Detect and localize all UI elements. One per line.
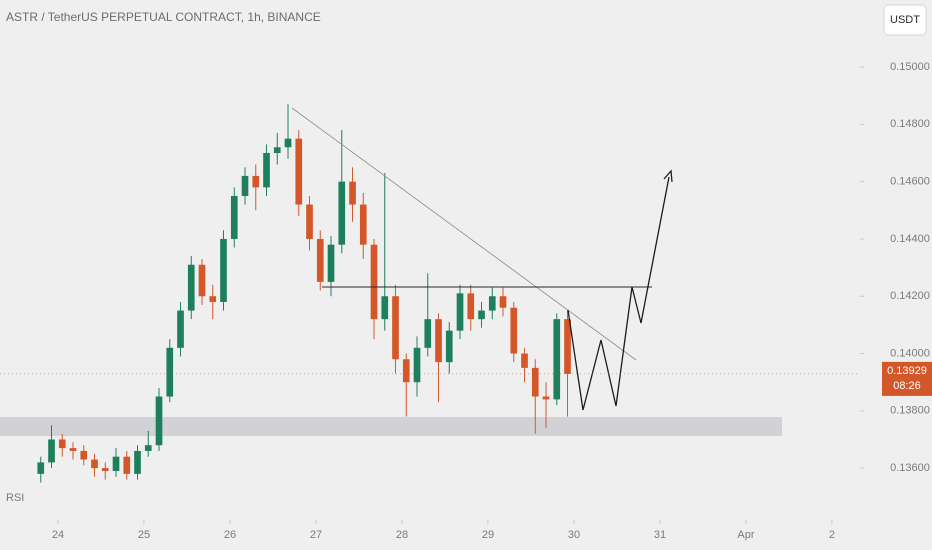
x-tick-label: 30 xyxy=(568,529,580,541)
y-tick-label: 0.14000 xyxy=(890,347,930,359)
candle-body xyxy=(101,468,109,472)
x-tick-label: 27 xyxy=(310,529,322,541)
chart-title: ASTR / TetherUS PERPETUAL CONTRACT, 1h, … xyxy=(6,10,321,24)
x-tick-label: Apr xyxy=(737,529,754,541)
candle-body xyxy=(284,138,292,148)
candle-body xyxy=(37,462,45,474)
candle-body xyxy=(209,296,217,302)
candle-body xyxy=(80,450,88,460)
candle-body xyxy=(241,175,249,196)
candle-body xyxy=(521,353,528,368)
candle-body xyxy=(381,296,389,320)
y-tick-label: 0.14600 xyxy=(890,176,930,188)
candle-body xyxy=(252,175,260,188)
candle-body xyxy=(424,319,432,348)
candle-body xyxy=(402,359,410,383)
candle-body xyxy=(392,296,399,360)
candle-body xyxy=(220,238,227,302)
candle-body xyxy=(306,204,313,239)
projection-arrow xyxy=(663,169,673,183)
candle-body xyxy=(467,293,475,320)
candle-body xyxy=(134,450,141,474)
candle-body xyxy=(359,204,367,245)
x-tick-label: 24 xyxy=(52,529,64,541)
candle-body xyxy=(316,238,324,282)
candle-body xyxy=(531,367,539,397)
candle-body xyxy=(123,456,131,474)
support-zone xyxy=(0,417,782,436)
last-price-label: 0.13929 xyxy=(887,365,927,377)
candle-body xyxy=(69,448,77,451)
candle-body xyxy=(413,347,421,383)
candle-body xyxy=(445,330,453,363)
indicator-label: RSI xyxy=(6,492,24,504)
candle-body xyxy=(553,319,561,400)
x-tick-label: 31 xyxy=(654,529,666,541)
y-tick-label: 0.14800 xyxy=(890,118,930,130)
candle-body xyxy=(499,296,507,308)
candle-body xyxy=(177,310,184,348)
candle-body xyxy=(273,147,281,153)
candle-body xyxy=(510,307,518,354)
candles xyxy=(37,104,571,483)
candle-body xyxy=(112,456,120,472)
candle-body xyxy=(166,347,174,397)
candle-body xyxy=(370,244,378,320)
candle-body xyxy=(263,152,270,188)
candle-body xyxy=(295,138,303,205)
projection-path xyxy=(567,176,670,411)
y-tick-label: 0.14200 xyxy=(890,290,930,302)
x-tick-label: 25 xyxy=(138,529,150,541)
x-tick-label: 2 xyxy=(829,529,835,541)
candle-body xyxy=(542,396,550,400)
unit-label: USDT xyxy=(890,14,920,26)
y-tick-label: 0.14400 xyxy=(890,233,930,245)
candle-body xyxy=(187,264,195,311)
candle-body xyxy=(435,319,442,363)
last-price-tag xyxy=(882,361,932,396)
y-tick-label: 0.15000 xyxy=(890,61,930,73)
candle-body xyxy=(91,459,98,469)
candle-body xyxy=(155,396,163,446)
x-tick-label: 26 xyxy=(224,529,236,541)
candle-body xyxy=(198,264,206,297)
candle-body xyxy=(488,296,496,311)
candle-body xyxy=(338,181,346,245)
candle-body xyxy=(48,439,55,463)
x-tick-label: 29 xyxy=(482,529,494,541)
candle-body xyxy=(564,319,571,374)
unit-button[interactable] xyxy=(883,4,927,36)
candle-body xyxy=(58,439,66,449)
candle-body xyxy=(349,181,356,205)
candle-body xyxy=(478,310,485,320)
candle-body xyxy=(230,195,238,239)
candle-body xyxy=(327,244,335,282)
countdown-label: 08:26 xyxy=(893,380,921,392)
candle-body xyxy=(456,293,464,331)
y-tick-label: 0.13600 xyxy=(890,462,930,474)
candle-body xyxy=(144,445,152,451)
x-tick-label: 28 xyxy=(396,529,408,541)
y-tick-label: 0.13800 xyxy=(890,405,930,417)
trend-line xyxy=(291,107,637,361)
